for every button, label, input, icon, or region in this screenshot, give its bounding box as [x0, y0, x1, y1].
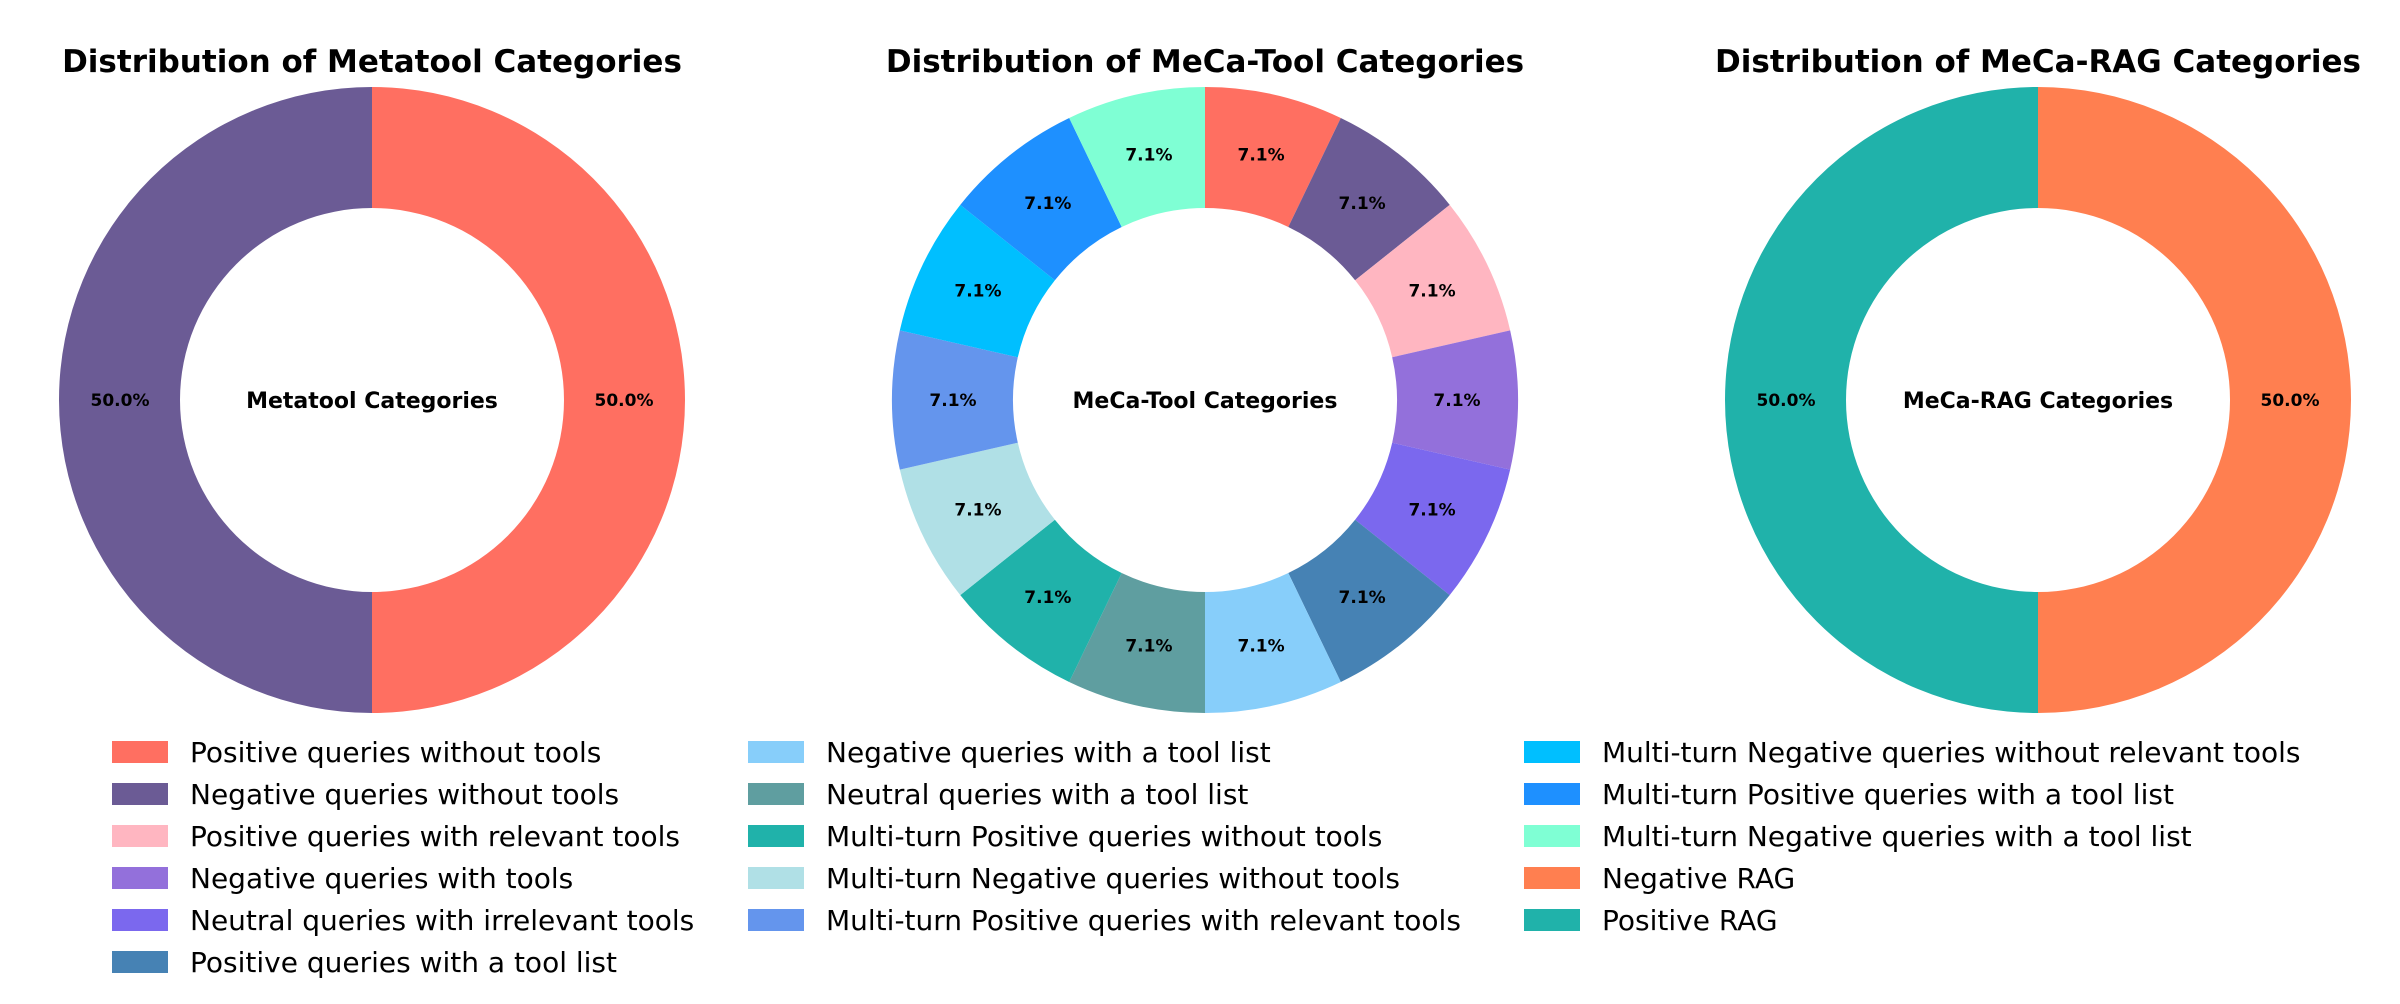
legend-swatch [1524, 825, 1580, 847]
legend-label: Negative queries without tools [190, 778, 619, 811]
legend-item: Positive queries with relevant tools [112, 820, 680, 853]
legend-swatch [748, 867, 804, 889]
legend-item: Negative queries with tools [112, 862, 573, 895]
legend-swatch [748, 783, 804, 805]
legend-item: Multi-turn Positive queries with relevan… [748, 904, 1461, 937]
legend-swatch [748, 741, 804, 763]
donut-slice [1355, 442, 1511, 596]
legend-label: Negative queries with a tool list [826, 736, 1271, 769]
legend-item: Multi-turn Negative queries with a tool … [1524, 820, 2192, 853]
center-label: Metatool Categories [246, 389, 498, 414]
center-label: MeCa-RAG Categories [1903, 389, 2173, 414]
legend-swatch [1524, 909, 1580, 931]
slice-percent-label: 50.0% [2261, 391, 2320, 411]
legend-item: Positive queries with a tool list [112, 946, 617, 979]
legend-swatch [112, 867, 168, 889]
legend-swatch [112, 741, 168, 763]
center-label: MeCa-Tool Categories [1073, 389, 1338, 414]
donut-slice [899, 442, 1055, 596]
slice-percent-label: 7.1% [1237, 637, 1284, 657]
donut-slice [960, 117, 1122, 281]
legend-item: Positive RAG [1524, 904, 1778, 937]
slice-percent-label: 7.1% [1433, 391, 1480, 411]
donut-slice [1288, 117, 1450, 281]
legend-item: Negative queries without tools [112, 778, 619, 811]
legend-swatch [112, 951, 168, 973]
legend-label: Multi-turn Positive queries without tool… [826, 820, 1382, 853]
slice-percent-label: 7.1% [1024, 194, 1071, 214]
donut-slice [1392, 330, 1518, 470]
legend-label: Multi-turn Positive queries with a tool … [1602, 778, 2174, 811]
legend-swatch [112, 825, 168, 847]
slice-percent-label: 7.1% [1339, 588, 1386, 608]
donut-slice [891, 330, 1018, 470]
legend-swatch [1524, 783, 1580, 805]
slice-percent-label: 50.0% [1757, 391, 1816, 411]
legend-label: Multi-turn Negative queries with a tool … [1602, 820, 2192, 853]
donut-slice [1725, 87, 2038, 713]
slice-percent-label: 7.1% [929, 391, 976, 411]
donut-slice [1355, 204, 1511, 358]
legend-label: Negative queries with tools [190, 862, 573, 895]
legend-item: Multi-turn Negative queries without tool… [748, 862, 1400, 895]
slice-percent-label: 7.1% [1237, 145, 1284, 165]
donut-chart-1: Distribution of Metatool Categories 50.0%… [59, 44, 685, 713]
slice-percent-label: 7.1% [1408, 500, 1455, 520]
legend-label: Positive queries with relevant tools [190, 820, 680, 853]
slice-percent-label: 50.0% [91, 391, 150, 411]
legend-label: Multi-turn Negative queries without rele… [1602, 736, 2301, 769]
donut-slice [960, 519, 1122, 683]
slice-percent-label: 7.1% [1125, 637, 1172, 657]
legend-item: Multi-turn Positive queries with a tool … [1524, 778, 2174, 811]
chart-title: Distribution of MeCa-Tool Categories [886, 44, 1524, 80]
legend-item: Negative RAG [1524, 862, 1795, 895]
donut-slice [372, 87, 685, 713]
legend-label: Negative RAG [1602, 862, 1795, 895]
legend-swatch [112, 909, 168, 931]
legend-item: Positive queries without tools [112, 736, 601, 769]
legend-item: Multi-turn Positive queries without tool… [748, 820, 1382, 853]
donut-slice [1288, 519, 1450, 683]
legend-item: Neutral queries with a tool list [748, 778, 1248, 811]
legend-label: Positive RAG [1602, 904, 1778, 937]
legend-label: Positive queries with a tool list [190, 946, 617, 979]
legend-swatch [1524, 867, 1580, 889]
donut-slice [59, 87, 372, 713]
legend-label: Neutral queries with a tool list [826, 778, 1248, 811]
legend-label: Neutral queries with irrelevant tools [190, 904, 694, 937]
slice-percent-label: 7.1% [954, 282, 1001, 302]
donut-slice [1069, 87, 1205, 228]
legend: Positive queries without tools Negative q… [112, 736, 2301, 979]
legend-item: Negative queries with a tool list [748, 736, 1271, 769]
chart-title: Distribution of MeCa-RAG Categories [1715, 44, 2361, 80]
legend-swatch [748, 825, 804, 847]
slice-percent-label: 7.1% [1024, 588, 1071, 608]
donut-chart-2: Distribution of MeCa-Tool Categories 7.1%… [886, 44, 1524, 713]
legend-item: Multi-turn Negative queries without rele… [1524, 736, 2301, 769]
slice-percent-label: 7.1% [1339, 194, 1386, 214]
slice-percent-label: 7.1% [954, 500, 1001, 520]
slice-percent-label: 50.0% [595, 391, 654, 411]
legend-swatch [112, 783, 168, 805]
slice-percent-label: 7.1% [1408, 282, 1455, 302]
legend-swatch [1524, 741, 1580, 763]
legend-label: Positive queries without tools [190, 736, 601, 769]
slice-percent-label: 7.1% [1125, 145, 1172, 165]
legend-label: Multi-turn Positive queries with relevan… [826, 904, 1461, 937]
charts-layer: Distribution of Metatool Categories 50.0%… [59, 44, 2361, 713]
legend-label: Multi-turn Negative queries without tool… [826, 862, 1400, 895]
legend-item: Neutral queries with irrelevant tools [112, 904, 694, 937]
legend-swatch [748, 909, 804, 931]
donut-slice [899, 204, 1055, 358]
donut-slice [2038, 87, 2351, 713]
donut-slice [1205, 87, 1341, 228]
donut-chart-3: Distribution of MeCa-RAG Categories 50.0%… [1715, 44, 2361, 713]
donut-slice [1205, 572, 1341, 713]
donut-slice [1069, 572, 1205, 713]
chart-title: Distribution of Metatool Categories [62, 44, 682, 80]
